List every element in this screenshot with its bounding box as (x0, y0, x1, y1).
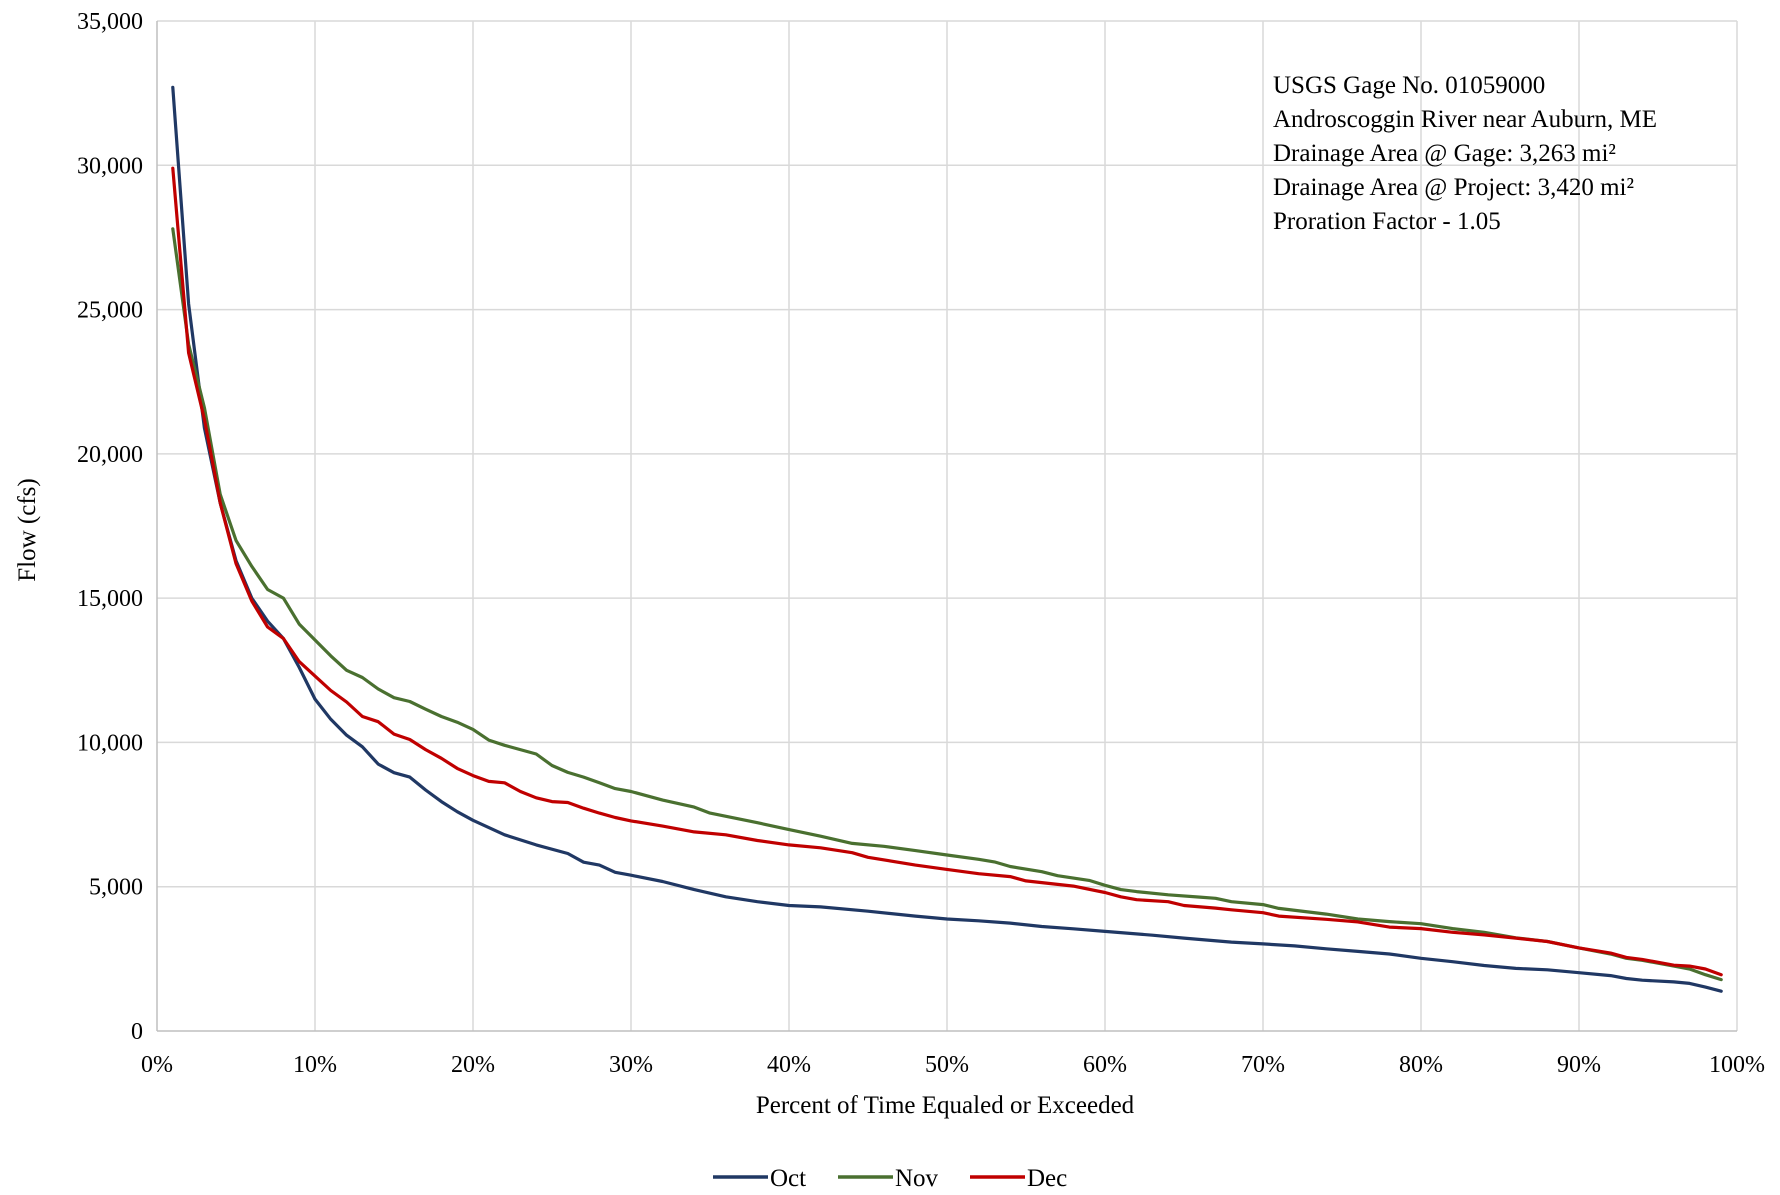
y-tick-label: 5,000 (89, 875, 143, 901)
x-tick-label: 10% (293, 1052, 337, 1078)
x-tick-label: 60% (1083, 1052, 1127, 1078)
y-tick-label: 0 (131, 1019, 143, 1045)
y-axis-label: Flow (cfs) (14, 478, 41, 581)
x-tick-label: 100% (1709, 1052, 1765, 1078)
legend-label-nov: Nov (895, 1165, 939, 1190)
legend: Oct Nov Dec (713, 1165, 1067, 1192)
x-tick-label: 0% (141, 1052, 173, 1078)
x-tick-label: 80% (1399, 1052, 1443, 1078)
x-tick-label: 70% (1241, 1052, 1285, 1078)
x-tick-labels: 0% 10% 20% 30% 40% 50% 60% 70% 80% 90% 100% (141, 1052, 1765, 1078)
axes (156, 21, 1737, 1032)
y-tick-label: 20,000 (77, 442, 143, 468)
x-axis-label: Percent of Time Equaled or Exceeded (756, 1092, 1135, 1119)
annotation-line: Androscoggin River near Auburn, ME (1273, 106, 1657, 133)
x-tick-label: 40% (767, 1052, 811, 1078)
annotation-line: USGS Gage No. 01059000 (1273, 72, 1545, 99)
series-line-nov (171, 227, 1723, 982)
grid-lines (157, 20, 1738, 1031)
legend-label-oct: Oct (770, 1165, 806, 1190)
y-tick-label: 30,000 (77, 153, 143, 179)
series-line-dec (171, 166, 1723, 977)
y-tick-label: 10,000 (77, 730, 143, 756)
y-tick-label: 15,000 (77, 586, 143, 612)
x-tick-label: 20% (451, 1052, 495, 1078)
y-tick-label: 25,000 (77, 298, 143, 324)
series-lines (171, 85, 1723, 993)
legend-label-dec: Dec (1027, 1165, 1067, 1190)
x-tick-label: 90% (1557, 1052, 1601, 1078)
x-tick-label: 30% (609, 1052, 653, 1078)
annotation-line: Drainage Area @ Gage: 3,263 mi² (1273, 140, 1616, 167)
y-tick-label: 35,000 (77, 9, 143, 35)
annotation-line: Proration Factor - 1.05 (1273, 208, 1501, 235)
annotation-line: Drainage Area @ Project: 3,420 mi² (1273, 174, 1634, 201)
x-tick-label: 50% (925, 1052, 969, 1078)
gage-annotation: USGS Gage No. 01059000 Androscoggin River… (1273, 72, 1657, 235)
y-tick-labels: 0 5,000 10,000 15,000 20,000 25,000 30,000 35,0… (77, 9, 143, 1045)
series-line-oct (171, 85, 1723, 993)
